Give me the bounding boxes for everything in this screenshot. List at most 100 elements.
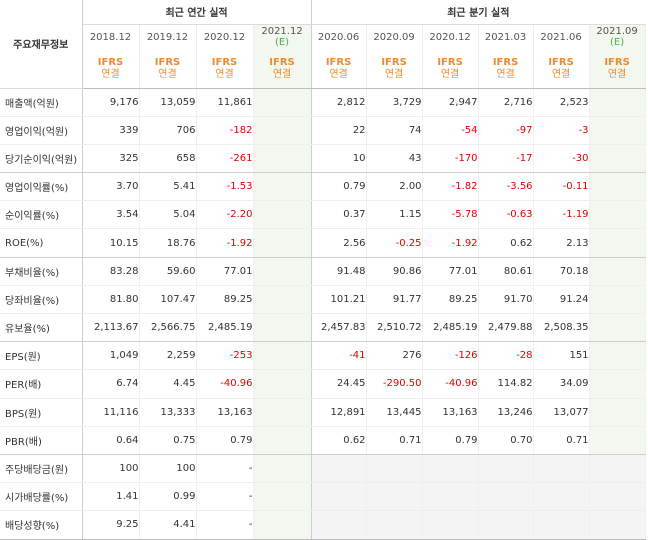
- period-header-estimate: 2021.09 (E): [589, 24, 646, 50]
- table-cell: 2,947: [422, 88, 479, 117]
- table-cell: 706: [139, 116, 197, 145]
- table-cell: 91.70: [478, 285, 534, 315]
- row-label: BPS(원): [0, 398, 83, 427]
- table-cell: 22: [311, 116, 367, 145]
- period-header: 2020.06: [311, 24, 367, 50]
- table-cell: 6.74: [82, 369, 140, 399]
- table-cell: 2,523: [533, 88, 590, 117]
- table-cell: [366, 454, 423, 484]
- basis-header: IFRS 연결: [139, 50, 197, 89]
- table-cell: 0.79: [196, 426, 254, 455]
- table-cell: 100: [139, 454, 197, 484]
- table-cell: 11,116: [82, 398, 140, 427]
- table-cell: 74: [366, 116, 423, 145]
- table-cell: -261: [196, 144, 254, 174]
- basis-standard: IFRS: [97, 56, 124, 68]
- table-cell: [589, 228, 646, 258]
- table-cell: 80.61: [478, 257, 534, 286]
- table-cell: [253, 88, 312, 117]
- basis-standard: IFRS: [437, 56, 463, 68]
- table-cell: 0.79: [311, 172, 367, 202]
- row-label: 시가배당률(%): [0, 482, 83, 512]
- table-cell: 13,246: [478, 398, 534, 427]
- table-cell: 2,479.88: [478, 313, 534, 343]
- header-row-basis: IFRS 연결 IFRS 연결 IFRS 연결 IFRS 연결 IFRS 연결 IFRS 연결 IFRS…: [0, 50, 646, 89]
- table-cell: 0.71: [366, 426, 423, 455]
- basis-standard: IFRS: [604, 56, 630, 68]
- table-cell: [253, 510, 312, 540]
- table-row: 매출액(억원) 9,176 13,059 11,861 2,812 3,729 2,947 2…: [0, 88, 646, 117]
- table-row: PBR(배) 0.64 0.75 0.79 0.62 0.71 0.79 0.70 0.71: [0, 426, 646, 455]
- table-cell: 5.41: [139, 172, 197, 202]
- basis-header: IFRS 연결: [533, 50, 590, 89]
- basis-scope: 연결: [384, 68, 404, 80]
- period-header: 2020.12: [422, 24, 479, 50]
- table-cell: 13,445: [366, 398, 423, 427]
- table-cell: [253, 454, 312, 484]
- table-cell: -40.96: [196, 369, 254, 399]
- table-cell: [589, 116, 646, 145]
- table-cell: [589, 200, 646, 230]
- table-cell: [253, 257, 312, 286]
- row-label: PER(배): [0, 369, 83, 399]
- table-cell: 2,259: [139, 341, 197, 371]
- table-cell: -30: [533, 144, 590, 174]
- basis-scope: 연결: [440, 68, 460, 80]
- table-cell: 2,457.83: [311, 313, 367, 343]
- table-cell: [253, 482, 312, 512]
- table-cell: 24.45: [311, 369, 367, 399]
- period-header: 2020.12: [196, 24, 254, 50]
- table-cell: -1.82: [422, 172, 479, 202]
- table-cell: [253, 228, 312, 258]
- table-cell: [253, 285, 312, 315]
- table-cell: [422, 482, 479, 512]
- basis-header: IFRS 연결: [478, 50, 534, 89]
- table-cell: 101.21: [311, 285, 367, 315]
- table-row: 배당성향(%) 9.25 4.41-: [0, 510, 646, 540]
- table-cell: -54: [422, 116, 479, 145]
- table-cell: 2,508.35: [533, 313, 590, 343]
- table-row: 부채비율(%) 83.28 59.60 77.01 91.48 90.86 77.01 80.…: [0, 257, 646, 286]
- table-cell: 90.86: [366, 257, 423, 286]
- table-cell: 2,485.19: [422, 313, 479, 343]
- basis-scope: 연결: [215, 68, 234, 80]
- table-cell: [253, 200, 312, 230]
- table-cell: 0.99: [139, 482, 197, 512]
- basis-scope: 연결: [329, 68, 348, 80]
- table-row: 주당배당금(원) 100 100-: [0, 454, 646, 484]
- row-label: 당기순이익(억원): [0, 144, 83, 174]
- table-cell: [253, 369, 312, 399]
- table-cell: [478, 482, 534, 512]
- row-label: 매출액(억원): [0, 88, 83, 117]
- table-cell: 77.01: [422, 257, 479, 286]
- table-cell: -5.78: [422, 200, 479, 230]
- table-cell: -: [196, 454, 254, 484]
- table-cell: 91.77: [366, 285, 423, 315]
- table-cell: 2,566.75: [139, 313, 197, 343]
- estimate-mark: (E): [274, 37, 290, 49]
- table-cell: [589, 398, 646, 427]
- table-cell: [422, 510, 479, 540]
- table-cell: 3.70: [82, 172, 140, 202]
- table-cell: 3,729: [366, 88, 423, 117]
- table-row: 당좌비율(%) 81.80 107.47 89.25 101.21 91.77 89.25 9…: [0, 285, 646, 315]
- table-cell: -290.50: [366, 369, 423, 399]
- table-cell: -182: [196, 116, 254, 145]
- table-cell: 2,510.72: [366, 313, 423, 343]
- table-cell: 34.09: [533, 369, 590, 399]
- period-header: 2018.12: [82, 24, 140, 50]
- basis-header: IFRS 연결: [366, 50, 423, 89]
- table-cell: -97: [478, 116, 534, 145]
- table-cell: 0.75: [139, 426, 197, 455]
- table-cell: [589, 313, 646, 343]
- row-label: 영업이익(억원): [0, 116, 83, 145]
- table-cell: [589, 172, 646, 202]
- table-cell: [253, 116, 312, 145]
- table-cell: 1.41: [82, 482, 140, 512]
- basis-standard: IFRS: [492, 56, 519, 68]
- table-cell: -0.11: [533, 172, 590, 202]
- table-cell: [311, 482, 367, 512]
- period-label: 2021.09: [596, 26, 638, 38]
- label-column-header: 주요재무정보: [0, 0, 83, 89]
- table-cell: 91.24: [533, 285, 590, 315]
